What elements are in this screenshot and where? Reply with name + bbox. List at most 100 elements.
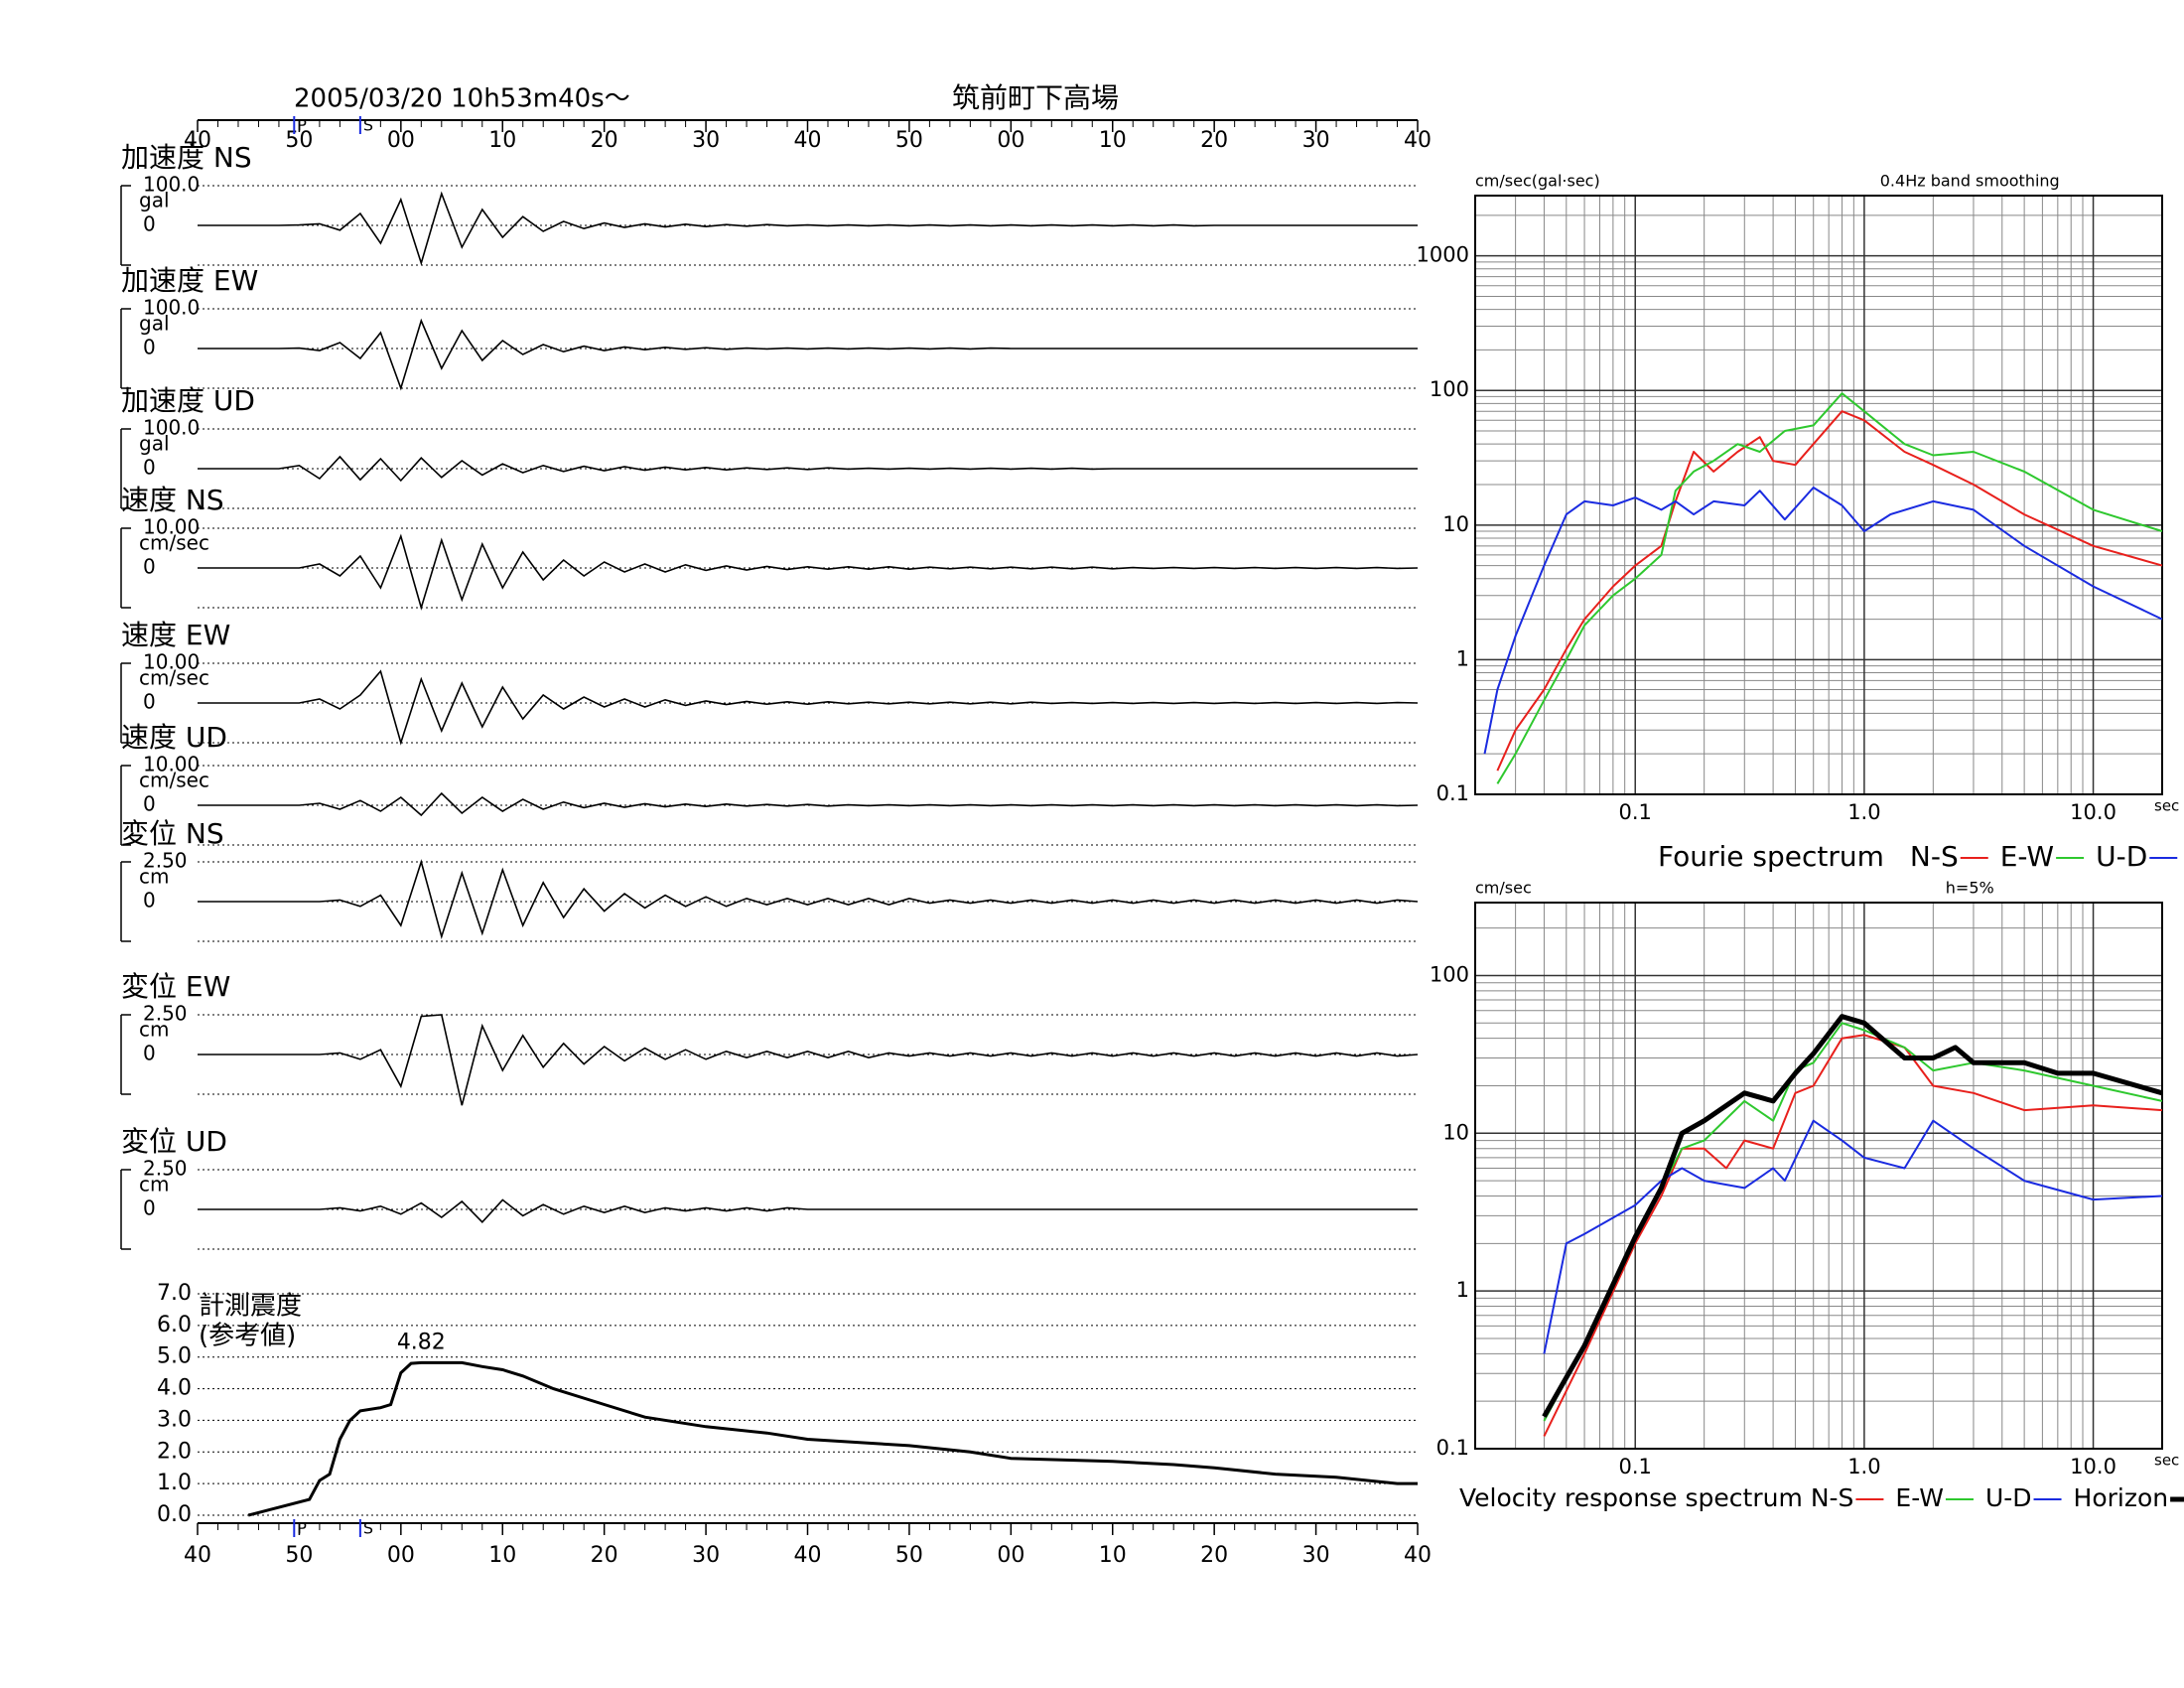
y-tick-label: 2.50 [143,849,188,873]
y-tick-label: 2.50 [143,1157,188,1181]
spectrum-line [1543,1119,2163,1354]
x-tick-label: 20 [591,128,618,153]
unit-label: cm/sec [139,531,209,555]
y-tick-label: 0 [143,555,156,579]
x-tick-label: 10 [488,1543,516,1568]
x-tick-label: 40 [794,1543,822,1568]
unit-label: cm [139,1018,169,1042]
x-tick-label: 50 [895,1543,923,1568]
y-tick-label: 1 [1456,646,1469,670]
panel-label: 加速度 UD [121,384,255,417]
y-tick-label: 10.00 [143,515,200,539]
phase-label: S [363,116,373,135]
x-tick-label: 40 [1404,1543,1432,1568]
y-tick-label: 0 [143,1042,156,1065]
legend-label: N-S [1910,840,1959,873]
y-tick-label: 6.0 [157,1313,192,1337]
chart-title: 筑前町下高場 [952,81,1119,114]
y-tick-label: 0.0 [157,1502,192,1527]
waveform-line [198,318,1418,391]
y-tick-label: 0 [143,889,156,913]
y-unit: cm/sec [1475,879,1532,898]
y-tick-label: 0 [143,212,156,236]
x-tick-label: 10.0 [2070,800,2116,824]
x-tick-label: 00 [997,128,1024,153]
waveform-line [198,533,1419,611]
peak-label: 4.82 [397,1330,446,1354]
y-tick-label: 0 [143,456,156,480]
x-tick-label: 30 [1302,1543,1330,1568]
y-tick-label: 10 [1442,512,1469,536]
x-tick-label: 1.0 [1847,800,1880,824]
waveform-line [198,669,1419,746]
unit-label: cm/sec [139,769,209,792]
y-tick-label: 1000 [1417,243,1469,267]
x-tick-label: 10 [1099,128,1127,153]
unit-label: gal [139,189,170,212]
legend-label: E-W [2000,840,2054,873]
x-tick-label: 20 [591,1543,618,1568]
legend-title: Fourie spectrum [1658,840,1884,873]
y-tick-label: 100 [1430,377,1469,401]
x-tick-label: 40 [1404,128,1432,153]
x-unit: sec [2154,797,2179,815]
y-tick-label: 1 [1456,1278,1469,1302]
x-tick-label: 40 [184,128,211,153]
unit-label: cm [139,865,169,889]
intensity-line [247,1360,1418,1517]
waveform-line [198,859,1419,940]
y-tick-label: 10.00 [143,753,200,776]
x-tick-label: 0.1 [1619,1455,1652,1478]
spectrum-line [1543,1034,2163,1437]
chart-title: 計測震度 [199,1292,302,1322]
x-tick-label: 00 [387,128,415,153]
legend-label: E-W [1895,1483,1944,1512]
y-unit: cm/sec(gal·sec) [1475,172,1600,191]
x-tick-label: 0.1 [1619,800,1652,824]
waveform-line [198,191,1418,266]
legend-label: Horizon [2074,1483,2169,1512]
phase-label: P [297,1519,307,1538]
chart-subtitle: 2005/03/20 10h53m40s〜 [294,84,630,114]
unit-label: cm [139,1173,169,1196]
spectrum-line [1543,1022,2163,1422]
y-tick-label: 10.00 [143,650,200,674]
waveform-line [198,1014,1419,1106]
panel-label: 変位 NS [121,817,224,850]
spectrum-line [1496,410,2163,772]
y-tick-label: 0 [143,1196,156,1220]
x-tick-label: 00 [997,1543,1024,1568]
y-tick-label: 5.0 [157,1344,192,1369]
panel-label: 速度 UD [121,721,227,754]
y-tick-label: 0 [143,792,156,816]
phase-label: S [363,1519,373,1538]
waveform-line [198,1198,1418,1223]
legend-label: N-S [1811,1483,1854,1512]
y-tick-label: 0 [143,690,156,714]
y-tick-label: 100.0 [143,416,200,440]
y-tick-label: 100 [1430,962,1469,986]
x-tick-label: 30 [1302,128,1330,153]
legend-title: Velocity response spectrum [1459,1483,1803,1512]
plot-frame [1474,902,2163,1450]
x-tick-label: 40 [794,128,822,153]
y-tick-label: 3.0 [157,1407,192,1432]
y-tick-label: 100.0 [143,296,200,320]
spectrum-line [1483,487,2163,755]
y-tick-label: 2.50 [143,1002,188,1026]
panel-label: 加速度 EW [121,264,258,297]
x-tick-label: 20 [1200,1543,1228,1568]
x-tick-label: 50 [895,128,923,153]
legend-label: U-D [1985,1483,2032,1512]
y-tick-label: 2.0 [157,1439,192,1464]
x-tick-label: 10.0 [2070,1455,2116,1478]
x-tick-label: 50 [285,128,313,153]
unit-label: cm/sec [139,666,209,690]
y-tick-label: 4.0 [157,1376,192,1401]
x-tick-label: 10 [488,128,516,153]
panel-label: 速度 EW [121,619,230,651]
phase-label: P [297,116,307,135]
unit-label: gal [139,312,170,336]
y-tick-label: 10 [1442,1120,1469,1144]
